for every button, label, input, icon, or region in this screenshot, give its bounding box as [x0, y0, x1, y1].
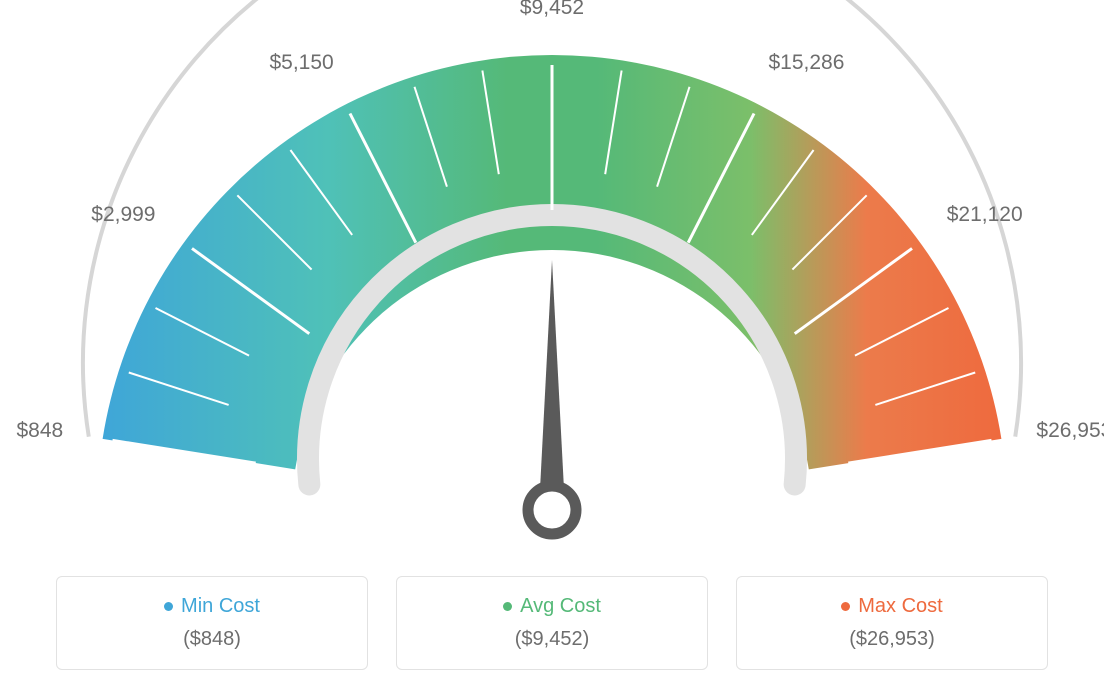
legend-value-avg: ($9,452): [515, 628, 590, 651]
legend-card-min: Min Cost ($848): [56, 576, 368, 670]
legend-dot-max: [841, 602, 850, 611]
legend-dot-min: [164, 602, 173, 611]
gauge-svg: [0, 0, 1104, 560]
legend-value-max: ($26,953): [849, 628, 935, 651]
gauge-scale-label: $15,286: [769, 51, 845, 75]
gauge-scale-label: $2,999: [91, 203, 155, 227]
gauge-scale-label: $848: [16, 419, 63, 443]
gauge-scale-label: $5,150: [269, 51, 333, 75]
legend-card-avg: Avg Cost ($9,452): [396, 576, 708, 670]
legend-title-min-text: Min Cost: [181, 595, 260, 618]
legend-title-avg-text: Avg Cost: [520, 595, 601, 618]
legend-title-avg: Avg Cost: [503, 595, 601, 618]
gauge-scale-label: $26,953: [1036, 419, 1104, 443]
gauge-scale-label: $21,120: [947, 203, 1023, 227]
legend-title-min: Min Cost: [164, 595, 260, 618]
legend-dot-avg: [503, 602, 512, 611]
legend-title-max-text: Max Cost: [858, 595, 942, 618]
gauge-chart: $848 $2,999 $5,150 $9,452 $15,286 $21,120 $26,…: [0, 0, 1104, 560]
legend-value-min: ($848): [183, 628, 241, 651]
legend-title-max: Max Cost: [841, 595, 942, 618]
legend-row: Min Cost ($848) Avg Cost ($9,452) Max Co…: [0, 576, 1104, 670]
legend-card-max: Max Cost ($26,953): [736, 576, 1048, 670]
gauge-scale-label: $9,452: [520, 0, 584, 20]
